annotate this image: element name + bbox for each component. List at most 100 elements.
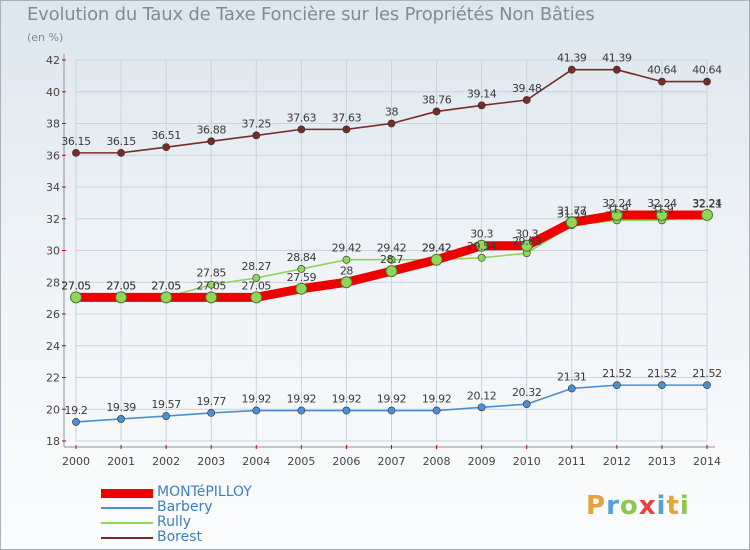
data-label-rully: 27.05	[61, 279, 91, 292]
data-point-borest	[658, 77, 666, 86]
data-label-borest: 38	[385, 106, 399, 119]
legend-swatch	[101, 537, 153, 539]
x-tick-label: 2007	[378, 455, 406, 468]
y-tick-label: 24	[46, 340, 60, 353]
logo-letter: i	[679, 491, 690, 521]
data-label-borest: 37.63	[332, 111, 362, 124]
data-point-barbery	[162, 412, 171, 420]
data-point-montépilloy	[430, 253, 443, 266]
x-tick-label: 2003	[197, 455, 225, 468]
data-label-montépilloy: 32.24	[692, 197, 722, 210]
data-label-barbery: 19.57	[151, 398, 181, 411]
chart-title: Evolution du Taux de Taxe Foncière sur l…	[27, 4, 595, 25]
data-label-borest: 37.25	[242, 117, 272, 130]
data-label-borest: 38.76	[422, 93, 452, 106]
data-label-borest: 36.88	[196, 123, 226, 136]
data-label-montépilloy: 29.42	[422, 242, 452, 255]
data-label-montépilloy: 30.3	[515, 228, 538, 241]
data-label-rully: 29.83	[512, 235, 542, 248]
data-point-rully	[297, 265, 306, 273]
y-tick-label: 30	[46, 245, 60, 258]
data-point-montépilloy	[205, 291, 218, 304]
proxiti-logo: Proxiti	[586, 491, 690, 521]
data-label-barbery: 19.92	[377, 393, 407, 406]
data-label-rully: 29.42	[377, 242, 407, 255]
data-point-montépilloy	[340, 276, 353, 289]
data-point-montépilloy	[475, 239, 488, 252]
data-label-montépilloy: 32.24	[602, 197, 632, 210]
data-label-rully: 27.05	[151, 279, 181, 292]
data-point-barbery	[342, 406, 351, 415]
data-label-barbery: 21.31	[557, 370, 587, 383]
legend-swatch	[101, 522, 153, 524]
data-point-borest	[72, 148, 80, 157]
data-label-borest: 39.14	[467, 87, 497, 100]
data-point-borest	[162, 143, 171, 152]
x-tick-label: 2000	[62, 455, 90, 468]
legend-label: Barbery	[157, 499, 213, 515]
data-label-barbery: 20.32	[512, 386, 542, 399]
x-tick-label: 2010	[513, 455, 541, 468]
data-label-borest: 39.48	[512, 82, 542, 95]
legend-label: Borest	[157, 529, 203, 545]
y-tick-label: 28	[46, 276, 60, 289]
data-label-montépilloy: 31.77	[557, 204, 587, 217]
data-point-borest	[432, 107, 441, 116]
data-point-montépilloy	[160, 291, 173, 304]
data-point-rully	[207, 280, 216, 289]
data-label-barbery: 19.2	[65, 404, 88, 417]
data-label-borest: 36.15	[106, 135, 136, 148]
data-label-borest: 41.39	[557, 52, 587, 65]
data-point-barbery	[432, 406, 441, 415]
x-tick-label: 2004	[242, 455, 270, 468]
x-tick-label: 2006	[332, 455, 360, 468]
data-label-barbery: 21.52	[692, 367, 722, 380]
data-point-barbery	[522, 400, 531, 409]
data-point-montépilloy	[655, 208, 668, 221]
data-point-montépilloy	[565, 216, 578, 229]
y-tick-label: 34	[46, 181, 60, 194]
data-label-barbery: 19.92	[242, 393, 272, 406]
data-point-montépilloy	[701, 208, 713, 221]
x-tick-label: 2009	[468, 455, 496, 468]
data-point-montépilloy	[70, 291, 82, 304]
data-label-borest: 40.64	[692, 64, 722, 77]
data-point-barbery	[477, 403, 486, 412]
data-point-borest	[477, 101, 486, 110]
x-tick-label: 2002	[152, 455, 180, 468]
data-point-borest	[612, 65, 621, 74]
data-label-borest: 36.51	[151, 129, 181, 142]
x-tick-label: 2012	[603, 455, 631, 468]
y-tick-label: 32	[46, 213, 60, 226]
data-label-rully: 31.59	[557, 207, 587, 220]
x-tick-label: 2001	[107, 455, 135, 468]
y-tick-label: 38	[46, 118, 60, 131]
data-label-rully: 28.84	[287, 251, 317, 264]
chart-subtitle: (en %)	[27, 31, 64, 44]
data-point-montépilloy	[385, 265, 398, 278]
data-label-montépilloy: 27.59	[287, 271, 317, 284]
logo-letter: P	[586, 491, 607, 521]
y-tick-label: 40	[46, 86, 60, 99]
data-label-barbery: 21.52	[602, 367, 632, 380]
data-point-montépilloy	[295, 282, 308, 295]
y-tick-label: 20	[46, 403, 60, 416]
data-point-borest	[567, 65, 576, 74]
legend-label: MONTéPILLOY	[157, 484, 252, 500]
data-point-borest	[522, 96, 531, 104]
y-tick-label: 18	[46, 435, 60, 448]
data-point-barbery	[387, 406, 396, 415]
data-point-barbery	[117, 415, 125, 423]
data-label-rully: 27.85	[196, 267, 226, 280]
data-label-rully: 31.9	[650, 202, 673, 215]
data-point-montépilloy	[610, 208, 623, 221]
data-label-barbery: 21.52	[647, 367, 677, 380]
data-point-rully	[477, 253, 486, 262]
data-label-montépilloy: 27.05	[242, 279, 272, 292]
data-point-borest	[297, 125, 306, 134]
data-label-rully: 29.42	[332, 242, 362, 255]
data-label-barbery: 19.39	[106, 401, 136, 414]
data-point-borest	[252, 131, 261, 140]
y-tick-label: 42	[46, 54, 60, 67]
